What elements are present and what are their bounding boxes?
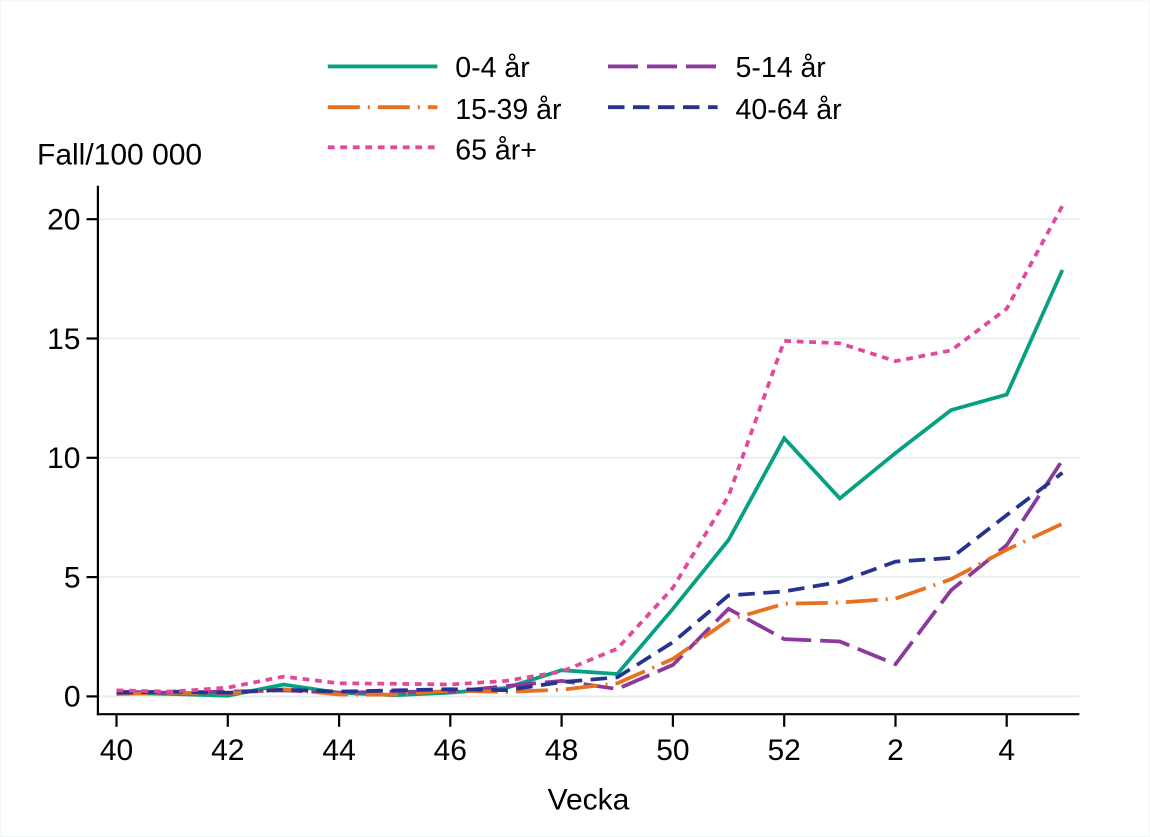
svg-text:65 år+: 65 år+ [455, 135, 537, 167]
svg-text:40-64 år: 40-64 år [736, 94, 843, 126]
svg-text:15-39 år: 15-39 år [455, 94, 562, 126]
svg-text:46: 46 [434, 734, 467, 767]
svg-text:15: 15 [47, 323, 80, 356]
svg-text:5-14 år: 5-14 år [736, 52, 827, 84]
svg-text:40: 40 [100, 734, 133, 767]
svg-text:20: 20 [47, 204, 80, 237]
svg-text:Fall/100 000: Fall/100 000 [37, 139, 202, 172]
svg-text:10: 10 [47, 442, 80, 475]
svg-text:50: 50 [656, 734, 689, 767]
svg-text:0-4 år: 0-4 år [455, 52, 530, 84]
svg-text:Vecka: Vecka [548, 783, 630, 816]
svg-text:44: 44 [322, 734, 355, 767]
svg-text:4: 4 [998, 734, 1015, 767]
svg-text:48: 48 [545, 734, 578, 767]
svg-text:2: 2 [887, 734, 904, 767]
svg-text:42: 42 [211, 734, 244, 767]
svg-text:0: 0 [64, 681, 81, 714]
svg-text:52: 52 [768, 734, 801, 767]
svg-text:5: 5 [64, 561, 81, 594]
